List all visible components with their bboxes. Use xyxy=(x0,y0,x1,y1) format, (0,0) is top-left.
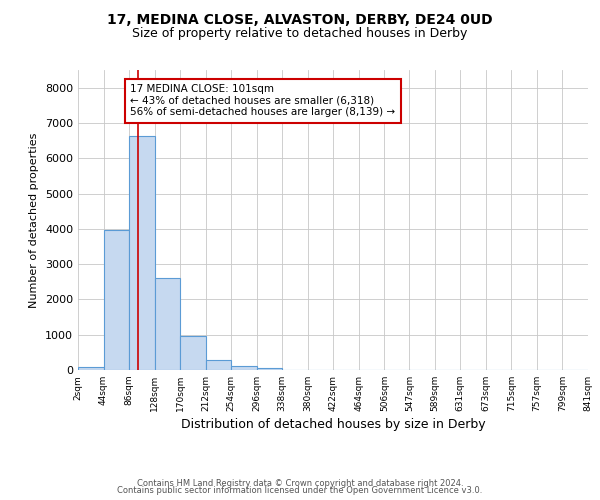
X-axis label: Distribution of detached houses by size in Derby: Distribution of detached houses by size … xyxy=(181,418,485,431)
Bar xyxy=(129,136,155,370)
Text: 17, MEDINA CLOSE, ALVASTON, DERBY, DE24 0UD: 17, MEDINA CLOSE, ALVASTON, DERBY, DE24 … xyxy=(107,12,493,26)
Bar xyxy=(206,360,231,370)
Bar xyxy=(78,367,104,370)
Y-axis label: Number of detached properties: Number of detached properties xyxy=(29,132,40,308)
Text: 17 MEDINA CLOSE: 101sqm
← 43% of detached houses are smaller (6,318)
56% of semi: 17 MEDINA CLOSE: 101sqm ← 43% of detache… xyxy=(130,84,395,117)
Bar xyxy=(155,278,180,370)
Bar xyxy=(180,336,206,370)
Bar xyxy=(257,368,282,370)
Bar xyxy=(231,366,257,370)
Bar xyxy=(104,230,129,370)
Text: Size of property relative to detached houses in Derby: Size of property relative to detached ho… xyxy=(133,28,467,40)
Text: Contains HM Land Registry data © Crown copyright and database right 2024.: Contains HM Land Registry data © Crown c… xyxy=(137,478,463,488)
Text: Contains public sector information licensed under the Open Government Licence v3: Contains public sector information licen… xyxy=(118,486,482,495)
